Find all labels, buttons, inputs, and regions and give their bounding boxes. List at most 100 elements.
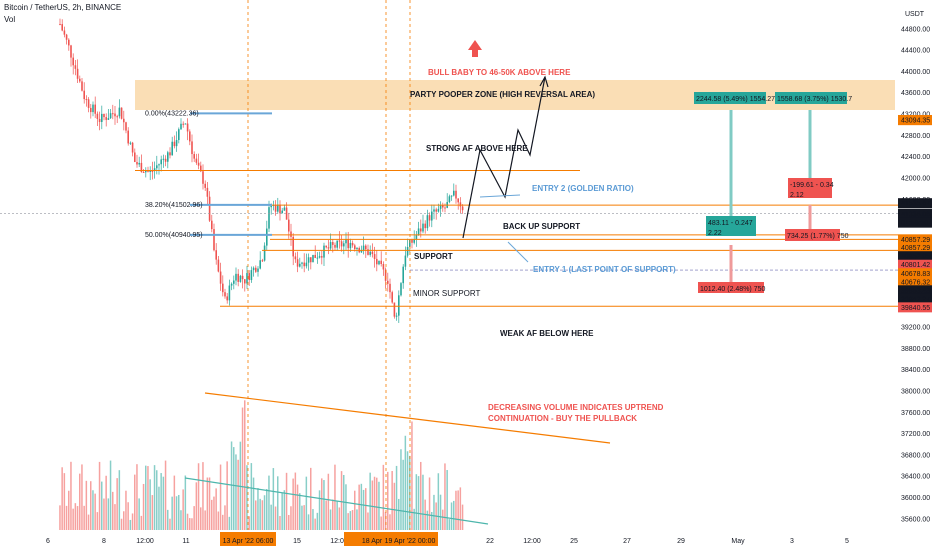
- candle: [404, 255, 407, 267]
- candle: [255, 267, 257, 272]
- volume-bar: [371, 480, 374, 530]
- candle: [343, 243, 345, 247]
- x-tick-highlight: [220, 532, 276, 546]
- volume-bar: [171, 496, 173, 530]
- candle: [96, 113, 99, 119]
- candle: [160, 159, 162, 165]
- measure-label-1: 1558.68 (3.75%) 1530.7: [777, 96, 852, 103]
- volume-bar: [252, 477, 255, 530]
- volume-label: Vol: [4, 15, 16, 24]
- candle: [435, 209, 437, 212]
- y-tick-label: 37200.00: [901, 431, 930, 438]
- candle: [259, 260, 261, 269]
- volume-bar: [334, 464, 336, 530]
- fib-label-2: 50.00%(40940.95): [145, 232, 203, 239]
- candle: [314, 254, 316, 258]
- x-tick-label: 12:00: [330, 538, 348, 545]
- volume-bar: [459, 487, 462, 530]
- candle: [268, 207, 270, 229]
- candle: [387, 280, 389, 284]
- annotation-10: CONTINUATION - BUY THE PULLBACK: [488, 414, 637, 423]
- volume-bar: [233, 447, 235, 530]
- candle: [292, 236, 294, 257]
- volume-bar: [173, 475, 176, 530]
- x-tick-label: 11: [182, 538, 189, 545]
- candle: [303, 262, 305, 267]
- candle: [94, 104, 96, 114]
- candle: [239, 275, 242, 282]
- volume-bar: [354, 490, 356, 530]
- candle: [395, 315, 398, 317]
- candle: [241, 275, 244, 280]
- price-tag: 40857.29: [901, 245, 930, 252]
- volume-bar: [439, 494, 442, 530]
- x-tick-label: 12:00: [136, 538, 154, 545]
- candle: [215, 250, 217, 260]
- volume-bar: [191, 518, 193, 530]
- candle: [391, 292, 393, 303]
- candle: [290, 231, 292, 237]
- volume-bar: [323, 480, 325, 530]
- candle: [138, 162, 140, 165]
- candle: [345, 239, 347, 244]
- volume-bar: [316, 512, 319, 530]
- volume-bar: [219, 464, 222, 530]
- price-tag: 39853.43: [901, 288, 930, 295]
- volume-bar: [356, 509, 358, 530]
- measure-box-4: [706, 216, 756, 226]
- price-tag-bg: [898, 268, 932, 279]
- volume-bar: [250, 463, 253, 530]
- volume-bar: [98, 461, 101, 530]
- volume-bar: [156, 470, 158, 530]
- candle: [202, 171, 204, 184]
- candle: [420, 228, 422, 232]
- candle: [195, 158, 198, 163]
- volume-bar: [213, 496, 215, 530]
- candle: [248, 273, 250, 281]
- candle: [197, 162, 200, 166]
- measure-label-4: 483.11 - 0.247: [708, 220, 753, 227]
- candle: [149, 171, 151, 173]
- volume-bar: [318, 490, 321, 530]
- candle: [426, 215, 429, 229]
- measure-box-7: [698, 282, 764, 293]
- volume-bar: [92, 490, 94, 530]
- volume-bar: [382, 464, 385, 530]
- y-tick-label: 39200.00: [901, 325, 930, 332]
- annotation-8: WEAK AF BELOW HERE: [500, 329, 594, 338]
- price-tag-bg: [898, 115, 932, 126]
- candle: [134, 152, 136, 163]
- candle: [76, 68, 79, 79]
- candle: [219, 271, 222, 284]
- candle: [120, 107, 123, 119]
- volume-bar: [197, 463, 200, 530]
- volume-bar: [387, 471, 389, 530]
- candle: [411, 239, 413, 243]
- candle: [140, 162, 143, 172]
- volume-bar: [81, 464, 83, 530]
- volume-bar: [202, 462, 204, 530]
- price-tag: 43094.35: [901, 118, 930, 125]
- candle: [147, 170, 149, 172]
- y-tick-label: 42800.00: [901, 133, 930, 140]
- volume-bar: [200, 507, 202, 530]
- candle: [274, 204, 277, 212]
- candle: [459, 202, 462, 207]
- candle: [442, 205, 444, 208]
- candle: [413, 239, 415, 243]
- price-tag: 40801.42: [901, 262, 930, 269]
- candle: [125, 122, 127, 131]
- y-tick-label: 38400.00: [901, 367, 930, 374]
- volume-bar: [404, 435, 407, 530]
- volume-bar: [257, 488, 259, 530]
- candle: [340, 241, 343, 247]
- volume-bar: [398, 498, 400, 530]
- candle: [200, 165, 202, 172]
- volume-bar: [389, 514, 391, 530]
- volume-bar: [189, 518, 191, 530]
- price-tag: 39842.27: [901, 296, 930, 303]
- price-tag-bg: [898, 198, 932, 209]
- volume-bar: [431, 511, 433, 530]
- candle: [327, 247, 330, 249]
